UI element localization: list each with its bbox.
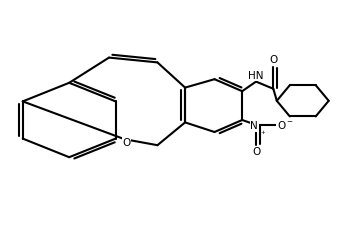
Text: O: O bbox=[252, 147, 260, 157]
Text: O: O bbox=[269, 55, 277, 65]
Text: HN: HN bbox=[248, 71, 264, 81]
Text: O$^-$: O$^-$ bbox=[277, 119, 294, 131]
Text: N: N bbox=[251, 121, 258, 131]
Text: O: O bbox=[122, 138, 130, 148]
Text: $^+$: $^+$ bbox=[259, 130, 266, 139]
